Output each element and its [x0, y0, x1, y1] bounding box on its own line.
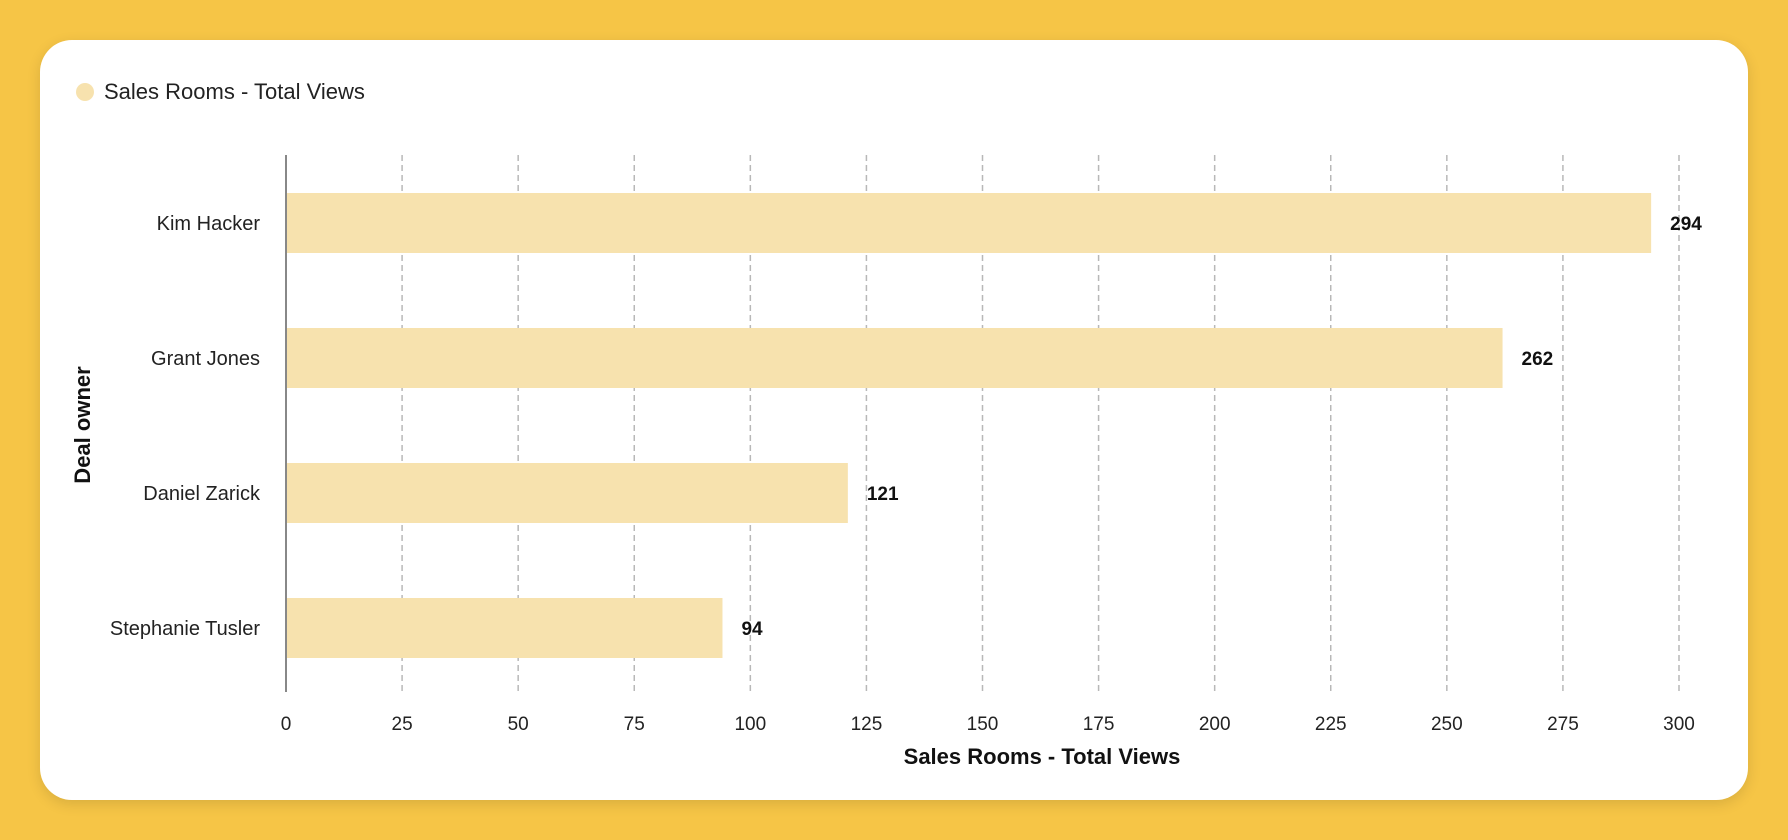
x-tick-label: 225	[1315, 714, 1347, 735]
bar-value-label: 294	[1670, 214, 1702, 235]
x-tick-label: 125	[851, 714, 883, 735]
x-tick-label: 275	[1547, 714, 1579, 735]
x-tick-label: 150	[967, 714, 999, 735]
x-tick-label: 300	[1663, 714, 1695, 735]
y-category-label: Stephanie Tusler	[110, 618, 260, 640]
y-category-label: Grant Jones	[151, 348, 260, 370]
x-tick-label: 25	[392, 714, 413, 735]
x-tick-label: 50	[508, 714, 529, 735]
bar-value-label: 121	[867, 484, 899, 505]
legend-label: Sales Rooms - Total Views	[104, 79, 365, 104]
chart-legend: Sales Rooms - Total Views	[76, 78, 365, 106]
bar	[286, 598, 723, 658]
x-tick-label: 200	[1199, 714, 1231, 735]
x-tick-label: 250	[1431, 714, 1463, 735]
x-tick-label: 175	[1083, 714, 1115, 735]
x-tick-label: 75	[624, 714, 645, 735]
x-tick-label: 0	[281, 714, 292, 735]
x-axis-title: Sales Rooms - Total Views	[904, 744, 1181, 769]
labels: 0 25 50 75 100 125 150 175 200 225 250 275 300 Kim Ha…	[110, 213, 1702, 735]
y-axis-title: Deal owner	[70, 366, 95, 484]
y-category-label: Kim Hacker	[157, 213, 261, 235]
bar	[286, 463, 848, 523]
bar-value-label: 262	[1522, 349, 1554, 370]
y-category-label: Daniel Zarick	[143, 483, 261, 505]
chart-card	[40, 40, 1748, 800]
bar-value-label: 94	[741, 619, 763, 640]
x-tick-label: 100	[734, 714, 766, 735]
bar	[286, 193, 1652, 253]
bar	[286, 328, 1503, 388]
bars	[286, 193, 1652, 658]
legend-swatch	[76, 83, 94, 101]
